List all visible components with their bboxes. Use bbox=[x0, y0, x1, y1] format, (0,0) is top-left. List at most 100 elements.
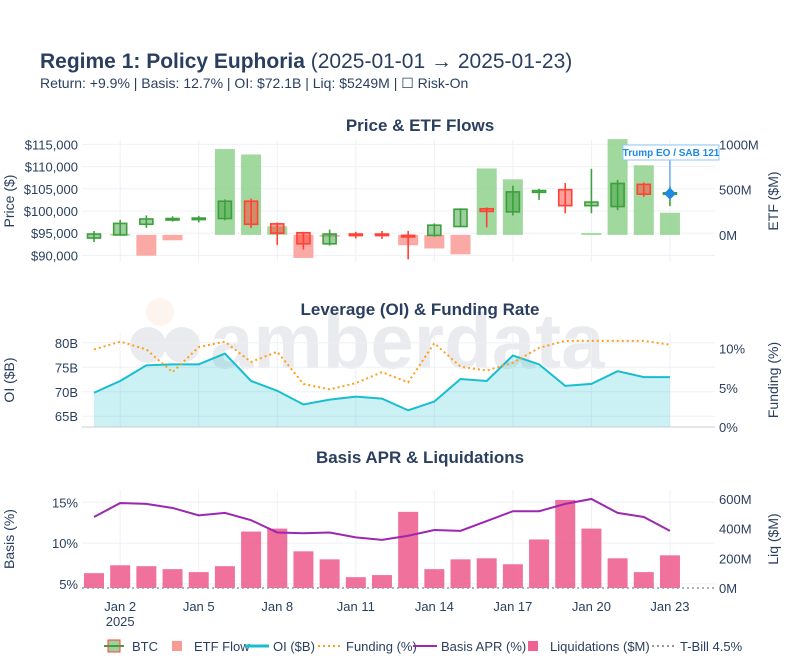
candle-body bbox=[636, 183, 652, 195]
x-year-label: 2025 bbox=[106, 614, 135, 629]
chart-subtitle: Return: +9.9% | Basis: 12.7% | OI: $72.1… bbox=[40, 75, 469, 91]
panel-2: Leverage (OI) & Funding Rate 65B 70B 75B 80B… bbox=[1, 300, 781, 435]
candle-body bbox=[610, 182, 625, 208]
y-tick-label: 70B bbox=[55, 385, 78, 400]
btc-candle bbox=[453, 208, 468, 228]
legend-item: Funding (%) bbox=[318, 639, 417, 654]
x-tick-label: Jan 5 bbox=[183, 599, 215, 614]
candle-body bbox=[531, 189, 547, 194]
btc-candle bbox=[243, 198, 259, 228]
y2-tick-label: 0M bbox=[719, 581, 737, 596]
candle-body bbox=[191, 217, 207, 221]
panel-title: Basis APR & Liquidations bbox=[316, 448, 524, 467]
liquidation-bar bbox=[345, 577, 366, 588]
candle-body bbox=[453, 208, 468, 228]
regime-name: Regime 1: Policy Euphoria bbox=[40, 50, 305, 73]
y-tick-label: $95,000 bbox=[31, 226, 78, 241]
liquidation-bar bbox=[555, 499, 576, 588]
liquidation-bar bbox=[136, 566, 157, 588]
legend-label: BTC bbox=[132, 639, 158, 654]
btc-candle bbox=[610, 179, 625, 211]
annotation-label: Trump EO / SAB 121 bbox=[623, 148, 720, 159]
liquidation-bar bbox=[162, 569, 183, 588]
btc-candle bbox=[531, 188, 547, 200]
candle-body bbox=[584, 201, 599, 207]
y2-tick-label: 0% bbox=[719, 420, 738, 435]
legend-bar-icon bbox=[528, 641, 538, 651]
btc-candle bbox=[374, 230, 390, 239]
btc-candle bbox=[269, 222, 285, 246]
y-tick-label: 15% bbox=[52, 495, 78, 510]
btc-candle bbox=[191, 215, 207, 223]
y-tick-label: $105,000 bbox=[24, 182, 78, 197]
liquidation-bar bbox=[398, 511, 419, 588]
liquidation-bar bbox=[293, 551, 314, 588]
btc-candle bbox=[296, 231, 311, 250]
oi-area-fill bbox=[94, 353, 670, 427]
liquidation-bar bbox=[529, 539, 550, 588]
basis-line bbox=[93, 497, 671, 541]
date-range: (2025-01-01 → 2025-01-23) bbox=[310, 50, 573, 73]
candle-body bbox=[243, 200, 259, 226]
y-tick-label: 5% bbox=[59, 577, 78, 592]
liquidation-bar bbox=[502, 564, 523, 588]
x-tick-label: Jan 17 bbox=[493, 599, 532, 614]
y-tick-label: 75B bbox=[55, 360, 78, 375]
candle-body bbox=[269, 223, 285, 234]
liquidation-bar bbox=[607, 558, 628, 588]
candle-body bbox=[86, 233, 102, 239]
legend-bar-icon bbox=[172, 641, 182, 651]
etf-flow-bar bbox=[450, 234, 471, 255]
liquidation-bar bbox=[241, 531, 262, 588]
y2-tick-label: 0M bbox=[719, 228, 737, 243]
btc-candle bbox=[557, 183, 573, 214]
candle-body bbox=[322, 233, 337, 245]
etf-flow-bar bbox=[162, 234, 183, 241]
panel-title: Price & ETF Flows bbox=[346, 116, 494, 135]
legend-item: ETF Flow bbox=[172, 639, 250, 654]
x-tick-label: Jan 2 bbox=[104, 599, 136, 614]
legend-item: Liquidations ($M) bbox=[528, 639, 650, 654]
btc-candle bbox=[165, 216, 180, 222]
watermark-logo: amberdata bbox=[130, 297, 605, 385]
etf-flow-bar bbox=[136, 234, 157, 256]
liquidation-bar bbox=[633, 572, 654, 588]
liquidation-bar bbox=[214, 566, 235, 588]
y2-tick-label: 500M bbox=[719, 183, 752, 198]
watermark-dot bbox=[164, 327, 200, 363]
y2-tick-label: 5% bbox=[719, 381, 738, 396]
etf-flow-bar bbox=[214, 149, 235, 235]
y-tick-label: $100,000 bbox=[24, 204, 78, 219]
legend-label: ETF Flow bbox=[194, 639, 250, 654]
y2-tick-label: 1000M bbox=[719, 138, 759, 153]
candle-body bbox=[348, 233, 364, 237]
legend-label: Basis APR (%) bbox=[441, 639, 526, 654]
candle-body bbox=[139, 218, 154, 226]
x-tick-label: Jan 8 bbox=[261, 599, 293, 614]
btc-candle bbox=[479, 207, 495, 228]
btc-candle bbox=[505, 185, 521, 216]
candle-body bbox=[505, 191, 521, 213]
liquidation-bar bbox=[424, 569, 445, 588]
legend-label: T-Bill 4.5% bbox=[680, 639, 743, 654]
candle-body bbox=[165, 217, 180, 221]
legend-item: OI ($B) bbox=[245, 639, 315, 654]
legend-item: BTC bbox=[104, 639, 158, 654]
liquidation-bar bbox=[476, 558, 497, 588]
legend-item: T-Bill 4.5% bbox=[652, 639, 743, 654]
x-tick-label: Jan 20 bbox=[572, 599, 611, 614]
liquidation-bar bbox=[659, 555, 680, 588]
liquidation-bar bbox=[188, 572, 209, 588]
liquidation-bar bbox=[581, 528, 602, 588]
liquidation-bar bbox=[110, 565, 131, 588]
y2-tick-label: 600M bbox=[719, 492, 752, 507]
legend-label: Liquidations ($M) bbox=[550, 639, 650, 654]
annotation-box bbox=[622, 144, 720, 161]
y2-tick-label: 200M bbox=[719, 551, 752, 566]
y-tick-label: $110,000 bbox=[25, 160, 78, 175]
etf-flow-bar bbox=[659, 212, 680, 235]
y-axis-title: Price ($) bbox=[1, 175, 17, 228]
y2-tick-label: 10% bbox=[719, 342, 745, 357]
btc-candle bbox=[636, 182, 652, 197]
